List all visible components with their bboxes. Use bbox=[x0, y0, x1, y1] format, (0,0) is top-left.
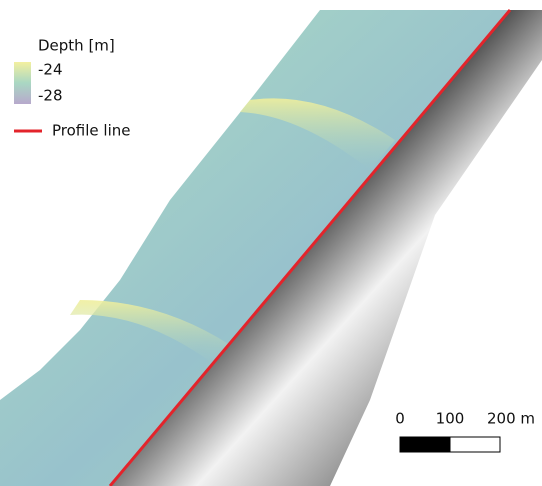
ramp-label: -28 bbox=[38, 87, 63, 105]
scale-label: 200 m bbox=[487, 410, 535, 428]
scale-segment bbox=[450, 437, 500, 452]
scale-segment bbox=[400, 437, 450, 452]
legend-title: Depth [m] bbox=[38, 37, 115, 55]
scale-bar: 0 100 200 m bbox=[395, 410, 535, 453]
legend-line-label: Profile line bbox=[52, 122, 130, 140]
map: Depth [m] -24 -28 Profile line 0 100 200… bbox=[0, 0, 542, 486]
scale-label: 100 bbox=[436, 410, 465, 428]
legend: Depth [m] -24 -28 Profile line bbox=[14, 37, 130, 140]
scale-label: 0 bbox=[395, 410, 405, 428]
color-ramp bbox=[14, 62, 31, 104]
ramp-label: -24 bbox=[38, 61, 63, 79]
